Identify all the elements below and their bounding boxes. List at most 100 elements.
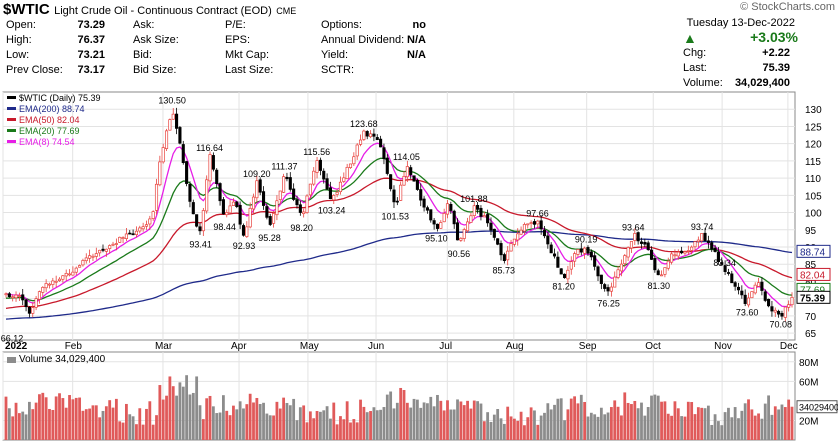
candle-body xyxy=(258,179,262,193)
quote-mid2-labels: P/E: EPS: Mkt Cap: Last Size: xyxy=(225,18,273,78)
candle-body xyxy=(716,251,720,263)
price-annotation: 93.64 xyxy=(622,222,645,232)
volume-bar xyxy=(258,404,262,440)
volume-bar xyxy=(446,400,449,440)
volume-bar xyxy=(593,414,597,440)
candle-body xyxy=(710,242,714,250)
volume-bar xyxy=(429,396,433,440)
candle-body xyxy=(777,310,781,315)
candle-body xyxy=(181,144,185,164)
volume-bar xyxy=(439,400,443,440)
volume-bar xyxy=(760,418,764,440)
candle-body xyxy=(141,226,145,230)
candle-body xyxy=(11,296,15,299)
month-label: Dec xyxy=(780,341,798,352)
volume-bar xyxy=(218,412,222,440)
candle-body xyxy=(195,214,199,227)
candle-body xyxy=(616,269,620,278)
candle-body xyxy=(693,241,697,248)
month-label: Jul xyxy=(439,341,452,352)
candle-body xyxy=(466,221,470,232)
ema50-line xyxy=(5,177,793,310)
volume-bar xyxy=(101,410,105,440)
candle-body xyxy=(753,284,757,294)
volume-bar xyxy=(660,401,663,440)
candle-body xyxy=(342,177,346,182)
volume-bar xyxy=(245,404,249,440)
candle-body xyxy=(225,212,229,216)
quote-label: Options: xyxy=(321,19,362,31)
quote-label: Bid: xyxy=(133,49,152,61)
candle-body xyxy=(439,222,443,229)
volume-bar xyxy=(780,404,784,440)
volume-bar xyxy=(252,402,255,440)
candle-body xyxy=(34,298,38,308)
volume-bar xyxy=(703,408,707,440)
candle-body xyxy=(392,189,396,203)
volume-bar xyxy=(596,416,600,440)
volume-bar xyxy=(181,386,185,440)
volume-bar xyxy=(292,398,296,440)
volume-bar xyxy=(135,424,138,440)
candle-body xyxy=(98,249,102,254)
volume-bar xyxy=(138,408,142,440)
candle-body xyxy=(221,199,225,215)
candle-body xyxy=(332,195,336,201)
volume-bar xyxy=(51,409,55,440)
candle-body xyxy=(365,131,369,137)
volume-bar xyxy=(673,401,677,440)
volume-bar xyxy=(469,408,473,440)
month-label: Feb xyxy=(65,341,83,352)
volume-bar xyxy=(616,406,620,440)
volume-bar xyxy=(385,394,389,440)
candle-body xyxy=(763,291,767,301)
candle-body xyxy=(476,204,480,210)
volume-bar xyxy=(188,394,192,440)
candle-body xyxy=(315,160,319,173)
volume-bar xyxy=(278,408,282,440)
quote-label: Mkt Cap: xyxy=(225,49,270,61)
volume-bar xyxy=(419,407,423,440)
price-annotation: 116.64 xyxy=(196,143,223,153)
volume-bar xyxy=(14,402,18,440)
volume-bar xyxy=(526,417,530,440)
volume-bar xyxy=(272,415,275,440)
candle-body xyxy=(422,198,426,208)
price-annotation: 109.20 xyxy=(243,169,271,179)
volume-bar xyxy=(118,421,122,440)
candle-body xyxy=(713,247,717,252)
volume-bar xyxy=(168,376,172,440)
volume-bar xyxy=(556,398,560,440)
volume-bar xyxy=(71,399,75,440)
candle-body xyxy=(633,233,637,241)
volume-bar xyxy=(81,410,85,440)
candle-body xyxy=(47,283,52,286)
candle-body xyxy=(723,265,727,272)
volume-bar xyxy=(459,401,463,440)
candle-body xyxy=(104,248,108,252)
ema8-line xyxy=(5,142,793,308)
candle-body xyxy=(730,273,734,284)
candle-body xyxy=(757,282,761,287)
candle-body xyxy=(683,251,687,254)
volume-bar xyxy=(763,403,767,440)
candle-body xyxy=(690,246,694,251)
candle-body xyxy=(275,200,279,216)
volume-bar xyxy=(342,419,346,440)
volume-bar xyxy=(509,416,513,440)
volume-bar xyxy=(496,409,500,440)
volume-bar xyxy=(48,408,51,440)
volume-bar xyxy=(322,410,326,440)
candle-body xyxy=(603,284,607,289)
candle-body xyxy=(563,273,567,279)
volume-bar xyxy=(84,409,88,440)
volume-bar xyxy=(165,395,168,440)
volume-bar xyxy=(713,414,717,440)
volume-bar xyxy=(148,401,152,440)
volume-bar xyxy=(586,416,590,440)
candle-body xyxy=(680,250,684,254)
candle-body xyxy=(482,215,486,218)
candle-body xyxy=(566,269,570,280)
volume-bar xyxy=(633,400,637,440)
volume-bar xyxy=(329,418,332,440)
